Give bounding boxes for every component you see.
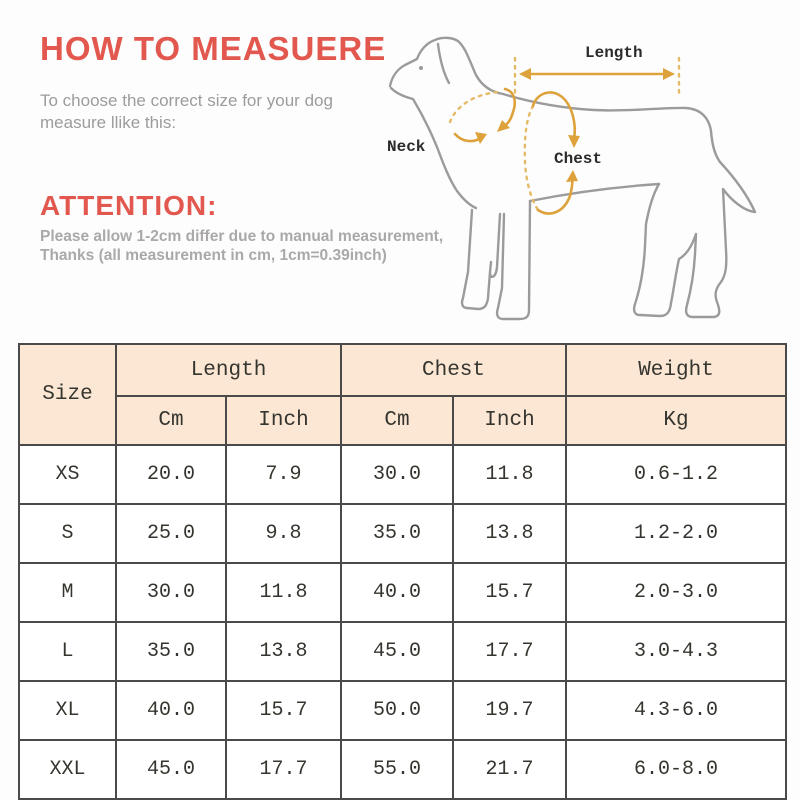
table-row-m: M 30.0 11.8 40.0 15.7 2.0-3.0 bbox=[18, 562, 788, 623]
cell-chest-inch: 21.7 bbox=[451, 739, 568, 800]
col-header-weight: Weight bbox=[565, 343, 788, 397]
cell-chest-inch: 13.8 bbox=[451, 503, 568, 564]
cell-chest-inch: 11.8 bbox=[451, 444, 568, 505]
cell-chest-inch: 19.7 bbox=[451, 680, 568, 741]
table-row-s: S 25.0 9.8 35.0 13.8 1.2-2.0 bbox=[18, 503, 788, 564]
neck-label: Neck bbox=[387, 138, 426, 156]
arrowheads bbox=[475, 68, 675, 182]
dog-ear-inner-line bbox=[436, 42, 451, 85]
cell-size: L bbox=[18, 621, 117, 682]
subheader-chest-inch: Inch bbox=[451, 395, 568, 446]
chest-dotted-arc bbox=[523, 104, 540, 212]
dog-front-leg-near bbox=[495, 199, 532, 321]
length-arrowhead-right bbox=[663, 68, 675, 80]
dotted-measure-guides bbox=[448, 56, 681, 212]
cell-chest-cm: 40.0 bbox=[340, 562, 454, 623]
cell-weight: 0.6-1.2 bbox=[565, 444, 788, 505]
cell-chest-inch: 17.7 bbox=[451, 621, 568, 682]
cell-weight: 4.3-6.0 bbox=[565, 680, 788, 741]
cell-length-cm: 35.0 bbox=[115, 621, 227, 682]
cell-length-cm: 25.0 bbox=[115, 503, 227, 564]
dog-front-leg-far bbox=[460, 208, 502, 311]
dog-belly-line bbox=[528, 182, 661, 203]
cell-length-cm: 40.0 bbox=[115, 680, 227, 741]
chest-label: Chest bbox=[554, 150, 602, 168]
cell-length-inch: 11.8 bbox=[225, 562, 342, 623]
subheader-weight-kg: Kg bbox=[565, 395, 788, 446]
cell-size: XL bbox=[18, 680, 117, 741]
cell-weight: 2.0-3.0 bbox=[565, 562, 788, 623]
table-row-xl: XL 40.0 15.7 50.0 19.7 4.3-6.0 bbox=[18, 680, 788, 741]
cell-chest-cm: 55.0 bbox=[340, 739, 454, 800]
cell-chest-inch: 15.7 bbox=[451, 562, 568, 623]
cell-length-cm: 30.0 bbox=[115, 562, 227, 623]
chest-arrow-top bbox=[531, 91, 577, 141]
chest-arrowhead-up bbox=[566, 170, 578, 182]
cell-weight: 6.0-8.0 bbox=[565, 739, 788, 800]
page-title: HOW TO MEASUERE bbox=[40, 30, 387, 67]
cell-length-inch: 15.7 bbox=[225, 680, 342, 741]
cell-length-inch: 13.8 bbox=[225, 621, 342, 682]
cell-chest-cm: 45.0 bbox=[340, 621, 454, 682]
cell-length-inch: 7.9 bbox=[225, 444, 342, 505]
cell-weight: 1.2-2.0 bbox=[565, 503, 788, 564]
length-arrowhead-left bbox=[519, 68, 531, 80]
size-chart-table: Size Length Chest Weight Cm Inch Cm Inch… bbox=[18, 343, 788, 800]
subheader-chest-cm: Cm bbox=[340, 395, 454, 446]
cell-chest-cm: 30.0 bbox=[340, 444, 454, 505]
dog-chest-front-line bbox=[389, 86, 478, 210]
subheader-length-cm: Cm bbox=[115, 395, 227, 446]
measure-arrows bbox=[453, 72, 668, 215]
subtitle-line-2: measure llike this: bbox=[40, 113, 177, 132]
cell-length-cm: 45.0 bbox=[115, 739, 227, 800]
table-row-xxl: XXL 45.0 17.7 55.0 21.7 6.0-8.0 bbox=[18, 739, 788, 800]
dog-eye bbox=[419, 66, 423, 70]
chest-arrowhead-down bbox=[568, 135, 580, 148]
cell-length-inch: 17.7 bbox=[225, 739, 342, 800]
cell-length-cm: 20.0 bbox=[115, 444, 227, 505]
attention-note: Please allow 1-2cm differ due to manual … bbox=[40, 227, 443, 265]
table-row-xs: XS 20.0 7.9 30.0 11.8 0.6-1.2 bbox=[18, 444, 788, 505]
attention-line-2: Thanks (all measurement in cm, 1cm=0.39i… bbox=[40, 247, 387, 264]
neck-arrowhead bbox=[475, 132, 487, 144]
cell-length-inch: 9.8 bbox=[225, 503, 342, 564]
withers-arrowhead bbox=[497, 120, 510, 132]
cell-chest-cm: 50.0 bbox=[340, 680, 454, 741]
subheader-length-inch: Inch bbox=[225, 395, 342, 446]
subtitle-line-1: To choose the correct size for your dog bbox=[40, 91, 333, 110]
neck-dotted-arc bbox=[448, 90, 501, 124]
cell-size: XS bbox=[18, 444, 117, 505]
col-header-chest: Chest bbox=[339, 343, 568, 397]
cell-weight: 3.0-4.3 bbox=[565, 621, 788, 682]
attention-title: ATTENTION: bbox=[40, 190, 218, 221]
chest-arrow-bottom bbox=[536, 175, 574, 215]
attention-line-1: Please allow 1-2cm differ due to manual … bbox=[40, 228, 444, 245]
subtitle: To choose the correct size for your dog … bbox=[40, 90, 333, 134]
col-header-size: Size bbox=[18, 343, 117, 446]
table-row-l: L 35.0 13.8 45.0 17.7 3.0-4.3 bbox=[18, 621, 788, 682]
col-header-length: Length bbox=[115, 343, 342, 397]
cell-size: XXL bbox=[18, 739, 117, 800]
length-label: Length bbox=[585, 44, 643, 62]
cell-size: M bbox=[18, 562, 117, 623]
dog-outline-drawing bbox=[388, 36, 757, 321]
cell-size: S bbox=[18, 503, 117, 564]
cell-chest-cm: 35.0 bbox=[340, 503, 454, 564]
dog-body-outline bbox=[388, 36, 757, 319]
dog-measurement-diagram: Length Neck Chest bbox=[387, 36, 757, 321]
